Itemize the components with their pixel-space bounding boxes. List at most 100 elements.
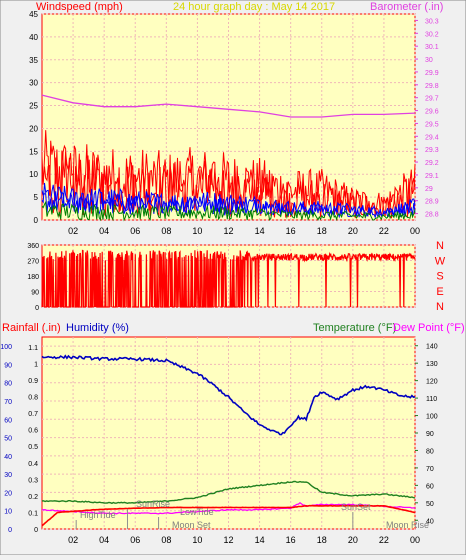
humidity-line <box>41 354 416 436</box>
direction-tick-label: 360 <box>27 243 39 250</box>
y2-tick-label: 29.8 <box>425 83 439 90</box>
wind-gust-line-2 <box>41 150 416 219</box>
x-tick-label: 18 <box>317 226 327 236</box>
compass-label: W <box>435 255 446 267</box>
hightide-label: HighTide <box>80 510 116 520</box>
temperature-tick-label: 50 <box>426 501 434 508</box>
rainfall-tick-label: 1.1 <box>28 345 38 352</box>
dewpoint-line <box>41 501 416 515</box>
wind-series <box>41 94 416 222</box>
temperature-tick-label: 140 <box>426 344 438 351</box>
humidity-tick-label: 80 <box>4 381 12 388</box>
dewpoint-axis-label: Dew Point (°F) <box>393 322 465 334</box>
graph-title: 24 hour graph day : May 14 2017 <box>173 1 335 13</box>
y-tick-label: 20 <box>29 124 38 133</box>
direction-tick-label: 180 <box>27 274 39 281</box>
barometer-line <box>41 94 416 118</box>
rainfall-tick-label: 0.3 <box>28 477 38 484</box>
x-tick-label: 22 <box>379 535 389 545</box>
y2-tick-label: 29.1 <box>425 173 439 180</box>
y-tick-label: 30 <box>29 79 38 88</box>
direction-tick-label: 270 <box>27 259 39 266</box>
x-tick-label: 00 <box>410 535 420 545</box>
moonrise-label: Moon Rise <box>386 520 429 530</box>
lowtide-label: LowTide <box>180 507 214 517</box>
direction-series <box>41 249 416 308</box>
barometer-axis-label: Barometer (.in) <box>370 1 443 13</box>
y2-tick-label: 29.9 <box>425 70 439 77</box>
x-tick-label: 22 <box>379 226 389 236</box>
humidity-axis-label: Humidity (%) <box>66 322 129 334</box>
x-tick-label: 20 <box>348 535 358 545</box>
rainfall-tick-label: 0.7 <box>28 411 38 418</box>
rainfall-tick-label: 0.6 <box>28 428 38 435</box>
compass-label: N <box>436 301 444 313</box>
y-tick-label: 0 <box>34 216 39 225</box>
x-tick-label: 16 <box>286 535 296 545</box>
temperature-tick-label: 130 <box>426 361 438 368</box>
humidity-tick-label: 40 <box>4 454 12 461</box>
sunrise-label: SunRise <box>136 499 170 509</box>
rainfall-tick-label: 0.4 <box>28 461 38 468</box>
x-tick-label: 06 <box>130 535 140 545</box>
x-tick-label: 04 <box>99 535 109 545</box>
temperature-tick-label: 80 <box>426 448 434 455</box>
humidity-series <box>41 354 416 527</box>
x-tick-label: 02 <box>68 535 78 545</box>
humidity-tick-label: 30 <box>4 472 12 479</box>
wind-low-line <box>41 200 416 222</box>
x-tick-label: 10 <box>192 535 202 545</box>
rainfall-tick-label: 0 <box>34 527 38 534</box>
wind-axes: 02 04 06 08 10 12 14 16 18 20 22 000510152025303540… <box>29 10 439 236</box>
rainfall-tick-label: 1 <box>34 361 38 368</box>
humidity-tick-label: 10 <box>4 509 12 516</box>
humidity-tick-label: 100 <box>0 344 12 351</box>
wind-gust-line <box>41 130 416 218</box>
y2-tick-label: 29.7 <box>425 96 439 103</box>
wind-direction-line <box>41 249 416 308</box>
y2-tick-label: 29 <box>425 186 433 193</box>
x-tick-label: 10 <box>192 226 202 236</box>
rainfall-tick-label: 0.1 <box>28 510 38 517</box>
x-tick-label: 12 <box>223 226 233 236</box>
rainfall-tick-label: 0.5 <box>28 444 38 451</box>
humidity-tick-label: 50 <box>4 436 12 443</box>
humidity-tick-label: 70 <box>4 399 12 406</box>
y2-tick-label: 30 <box>425 57 433 64</box>
x-tick-label: 06 <box>130 226 140 236</box>
x-tick-label: 14 <box>255 535 265 545</box>
moonset-label: Moon Set <box>172 520 211 530</box>
wind-plot-area <box>41 13 416 221</box>
humidity-grid <box>42 337 416 530</box>
x-tick-label: 08 <box>161 535 171 545</box>
x-tick-label: 18 <box>317 535 327 545</box>
rainfall-tick-label: 0.2 <box>28 494 38 501</box>
y2-tick-label: 29.5 <box>425 121 439 128</box>
y-tick-label: 35 <box>29 56 38 65</box>
y-tick-label: 10 <box>29 170 38 179</box>
x-tick-label: 04 <box>99 226 109 236</box>
direction-tick-label: 0 <box>35 305 39 312</box>
compass-label: S <box>436 271 443 283</box>
y2-tick-label: 30.3 <box>425 18 439 25</box>
y2-tick-label: 28.9 <box>425 199 439 206</box>
rainfall-tick-label: 0.8 <box>28 395 38 402</box>
x-tick-label: 08 <box>161 226 171 236</box>
x-tick-label: 14 <box>255 226 265 236</box>
compass-label: N <box>436 240 444 252</box>
y-tick-label: 5 <box>34 193 39 202</box>
y2-tick-label: 29.2 <box>425 160 439 167</box>
temperature-tick-label: 100 <box>426 414 438 421</box>
temperature-tick-label: 120 <box>426 379 438 386</box>
compass-label: E <box>436 286 443 298</box>
rainfall-line <box>41 504 416 527</box>
y2-tick-label: 29.4 <box>425 134 439 141</box>
humidity-tick-label: 60 <box>4 417 12 424</box>
sunset-label: SunSet <box>341 502 371 512</box>
y2-tick-label: 29.6 <box>425 109 439 116</box>
direction-tick-label: 90 <box>31 290 39 297</box>
temperature-tick-label: 110 <box>426 396 437 403</box>
rainfall-tick-label: 0.9 <box>28 378 38 385</box>
